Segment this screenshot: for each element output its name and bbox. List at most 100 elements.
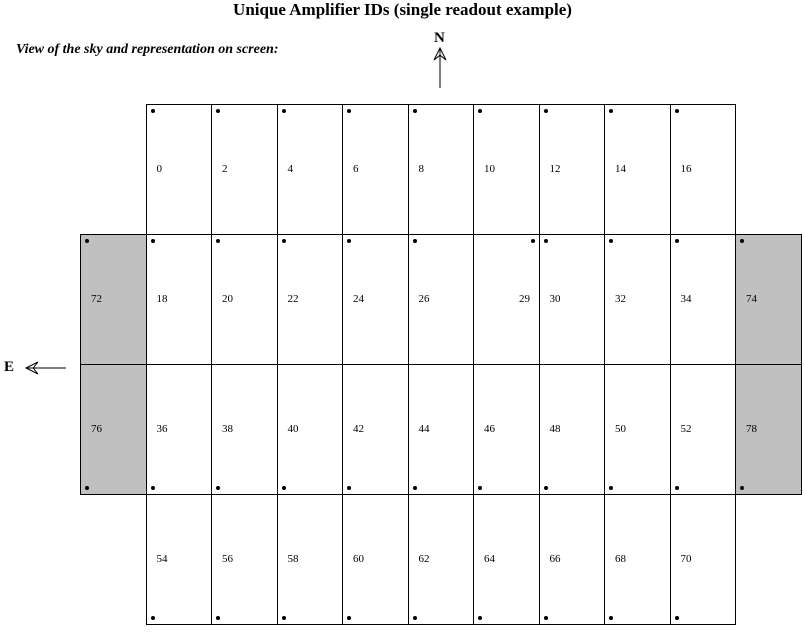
amp-label-22: 22 bbox=[288, 293, 299, 305]
amp-label-20: 20 bbox=[222, 293, 233, 305]
amp-label-74: 74 bbox=[746, 293, 757, 305]
amp-label-68: 68 bbox=[615, 553, 626, 565]
amp-label-40: 40 bbox=[288, 423, 299, 435]
amp-label-56: 56 bbox=[222, 553, 233, 565]
readout-dot-12 bbox=[544, 109, 548, 113]
amp-label-30: 30 bbox=[550, 293, 561, 305]
amp-cell-46: 46 bbox=[473, 364, 540, 495]
amp-label-29: 29 bbox=[519, 293, 530, 305]
amp-cell-22: 22 bbox=[277, 234, 344, 365]
amp-cell-14: 14 bbox=[604, 104, 671, 235]
readout-dot-70 bbox=[675, 616, 679, 620]
amp-label-8: 8 bbox=[419, 163, 425, 175]
amp-label-10: 10 bbox=[484, 163, 495, 175]
readout-dot-2 bbox=[216, 109, 220, 113]
amp-label-64: 64 bbox=[484, 553, 495, 565]
amp-cell-26: 26 bbox=[408, 234, 475, 365]
amp-cell-44: 44 bbox=[408, 364, 475, 495]
readout-dot-36 bbox=[151, 486, 155, 490]
amp-cell-42: 42 bbox=[342, 364, 409, 495]
amp-cell-54: 54 bbox=[146, 494, 213, 625]
amp-cell-64: 64 bbox=[473, 494, 540, 625]
readout-dot-8 bbox=[413, 109, 417, 113]
amp-cell-34: 34 bbox=[670, 234, 737, 365]
amp-label-38: 38 bbox=[222, 423, 233, 435]
readout-dot-50 bbox=[609, 486, 613, 490]
amp-label-16: 16 bbox=[681, 163, 692, 175]
amp-cell-18: 18 bbox=[146, 234, 213, 365]
amp-label-76: 76 bbox=[91, 423, 102, 435]
readout-dot-62 bbox=[413, 616, 417, 620]
readout-dot-0 bbox=[151, 109, 155, 113]
amp-cell-72: 72 bbox=[80, 234, 147, 365]
amp-cell-6: 6 bbox=[342, 104, 409, 235]
amp-label-2: 2 bbox=[222, 163, 228, 175]
readout-dot-76 bbox=[85, 486, 89, 490]
amp-cell-36: 36 bbox=[146, 364, 213, 495]
amp-label-42: 42 bbox=[353, 423, 364, 435]
amp-label-50: 50 bbox=[615, 423, 626, 435]
readout-dot-74 bbox=[740, 239, 744, 243]
amp-cell-58: 58 bbox=[277, 494, 344, 625]
amp-cell-74: 74 bbox=[735, 234, 802, 365]
readout-dot-29 bbox=[531, 239, 535, 243]
amp-cell-56: 56 bbox=[211, 494, 278, 625]
amp-label-44: 44 bbox=[419, 423, 430, 435]
readout-dot-42 bbox=[347, 486, 351, 490]
readout-dot-18 bbox=[151, 239, 155, 243]
readout-dot-24 bbox=[347, 239, 351, 243]
amp-cell-24: 24 bbox=[342, 234, 409, 365]
amp-cell-48: 48 bbox=[539, 364, 606, 495]
readout-dot-32 bbox=[609, 239, 613, 243]
amp-label-0: 0 bbox=[157, 163, 163, 175]
readout-dot-4 bbox=[282, 109, 286, 113]
readout-dot-20 bbox=[216, 239, 220, 243]
amp-label-78: 78 bbox=[746, 423, 757, 435]
amp-label-12: 12 bbox=[550, 163, 561, 175]
readout-dot-52 bbox=[675, 486, 679, 490]
readout-dot-46 bbox=[478, 486, 482, 490]
amp-cell-40: 40 bbox=[277, 364, 344, 495]
readout-dot-34 bbox=[675, 239, 679, 243]
amp-cell-38: 38 bbox=[211, 364, 278, 495]
amp-label-24: 24 bbox=[353, 293, 364, 305]
readout-dot-56 bbox=[216, 616, 220, 620]
readout-dot-6 bbox=[347, 109, 351, 113]
readout-dot-30 bbox=[544, 239, 548, 243]
amp-cell-50: 50 bbox=[604, 364, 671, 495]
readout-dot-14 bbox=[609, 109, 613, 113]
amp-cell-68: 68 bbox=[604, 494, 671, 625]
readout-dot-22 bbox=[282, 239, 286, 243]
amp-label-46: 46 bbox=[484, 423, 495, 435]
readout-dot-78 bbox=[740, 486, 744, 490]
amp-cell-60: 60 bbox=[342, 494, 409, 625]
readout-dot-10 bbox=[478, 109, 482, 113]
readout-dot-68 bbox=[609, 616, 613, 620]
readout-dot-64 bbox=[478, 616, 482, 620]
amp-cell-32: 32 bbox=[604, 234, 671, 365]
amp-cell-12: 12 bbox=[539, 104, 606, 235]
readout-dot-26 bbox=[413, 239, 417, 243]
amp-cell-0: 0 bbox=[146, 104, 213, 235]
amp-cell-70: 70 bbox=[670, 494, 737, 625]
readout-dot-48 bbox=[544, 486, 548, 490]
readout-dot-60 bbox=[347, 616, 351, 620]
readout-dot-40 bbox=[282, 486, 286, 490]
readout-dot-58 bbox=[282, 616, 286, 620]
amp-label-6: 6 bbox=[353, 163, 359, 175]
amp-label-58: 58 bbox=[288, 553, 299, 565]
amp-cell-78: 78 bbox=[735, 364, 802, 495]
amp-cell-2: 2 bbox=[211, 104, 278, 235]
amp-label-18: 18 bbox=[157, 293, 168, 305]
amp-cell-76: 76 bbox=[80, 364, 147, 495]
amp-cell-29: 29 bbox=[473, 234, 540, 365]
readout-dot-54 bbox=[151, 616, 155, 620]
amp-label-36: 36 bbox=[157, 423, 168, 435]
amp-label-26: 26 bbox=[419, 293, 430, 305]
amp-label-52: 52 bbox=[681, 423, 692, 435]
amp-cell-8: 8 bbox=[408, 104, 475, 235]
amp-cell-30: 30 bbox=[539, 234, 606, 365]
readout-dot-72 bbox=[85, 239, 89, 243]
amp-cell-10: 10 bbox=[473, 104, 540, 235]
amp-label-48: 48 bbox=[550, 423, 561, 435]
